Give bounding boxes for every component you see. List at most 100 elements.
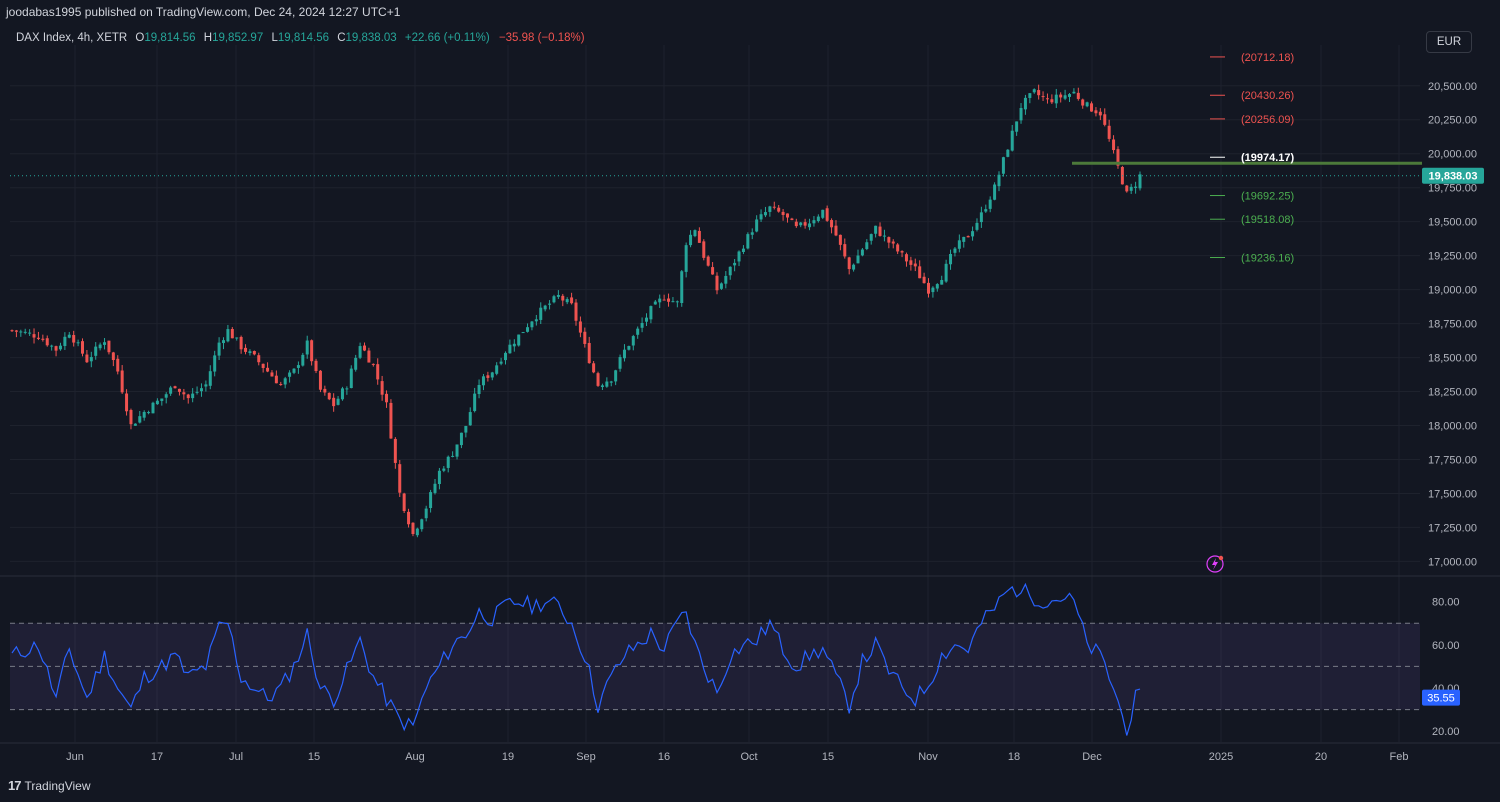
candle-body [975,222,979,230]
candle-body [10,330,14,332]
candle-body [896,244,900,252]
candle-body [50,345,54,347]
candle-body [204,384,208,387]
candle-body [1028,93,1032,98]
candle-body [790,218,794,221]
candle-body [949,254,953,265]
notification-dot-icon [1218,555,1224,561]
candle-body [407,511,411,525]
candle-body [786,213,789,218]
candle-body [332,397,336,407]
candle-body [437,470,441,485]
lightning-icon [1206,555,1224,573]
tradingview-footer[interactable]: 17 TradingView [8,778,91,793]
candle-body [856,255,860,264]
time-axis-tick: 15 [308,751,320,763]
candle-body [993,184,997,200]
price-axis-tick: 19,500.00 [1428,217,1477,229]
candle-body [1050,99,1054,103]
rsi-value-badge [1422,689,1460,706]
candle-body [420,519,424,530]
candle-body [1059,94,1063,98]
candle-body [561,295,565,301]
candle-body [1107,125,1111,139]
candle-body [812,220,816,224]
time-axis-tick: 20 [1315,751,1327,763]
candle-body [940,280,944,285]
candle-body [296,365,300,368]
time-axis-tick: Jul [229,751,243,763]
candle-body [1098,111,1102,116]
candle-body [763,212,767,216]
candle-body [909,260,913,265]
candle-body [1103,114,1107,125]
candle-body [481,376,485,386]
candle-body [794,221,798,227]
candle-body [711,267,715,275]
candle-body [486,375,490,378]
open-value: 19,814.56 [144,32,196,44]
candle-body [257,355,261,363]
candle-body [971,231,975,237]
candle-body [1072,91,1076,94]
candle-body [283,378,287,385]
change-value: +22.66 (+0.11%) [404,32,490,44]
candle-body [799,222,803,226]
candle-body [1112,139,1116,151]
candle-body [402,493,406,512]
candle-body [922,276,926,284]
candle-body [14,330,18,332]
candle-body [693,230,697,237]
time-axis-tick: 19 [502,751,514,763]
candle-body [592,363,596,373]
candle-body [76,342,80,344]
candle-body [772,206,776,208]
candle-body [821,209,825,218]
pivot-label: (20256.09) [1241,114,1294,126]
candle-body [411,522,415,535]
candle-body [1037,90,1041,96]
candle-body [781,211,785,215]
candle-body [649,306,653,320]
candle-body [988,199,992,209]
candle-body [860,249,864,256]
candle-body [882,235,886,237]
candle-body [292,368,296,373]
candle-body [816,216,820,222]
candle-body [900,251,904,253]
candle-body [191,393,195,399]
price-axis-tick: 20,500.00 [1428,81,1477,93]
time-axis-tick: 17 [151,751,163,763]
candle-body [226,329,230,342]
close-value: 19,838.03 [345,32,397,44]
published-by-line: joodabas1995 published on TradingView.co… [6,5,401,19]
candle-body [279,384,283,386]
candle-body [94,346,98,356]
candle-body [1076,92,1080,99]
candle-body [222,340,225,344]
candle-body [825,208,829,221]
candle-body [288,372,292,377]
candle-body [1116,149,1120,166]
tradingview-brand: TradingView [24,778,91,793]
candle-body [1032,89,1036,93]
candle-body [442,468,446,471]
candle-body [645,317,648,322]
price-axis-tick: 20,250.00 [1428,115,1477,127]
candle-body [208,371,212,386]
candle-body [340,388,344,400]
candle-body [252,351,256,355]
candle-body [1138,174,1142,189]
candle-body [741,248,745,253]
time-axis-tick: 18 [1008,751,1020,763]
candle-body [89,357,93,362]
candle-body [521,332,525,334]
lightning-bolt-icon [1212,558,1218,570]
candle-body [526,327,530,332]
pivot-label: (20430.26) [1241,90,1294,102]
candle-body [81,341,84,354]
currency-button[interactable]: EUR [1426,31,1472,53]
candle-body [1129,186,1133,191]
candle-body [706,256,710,266]
